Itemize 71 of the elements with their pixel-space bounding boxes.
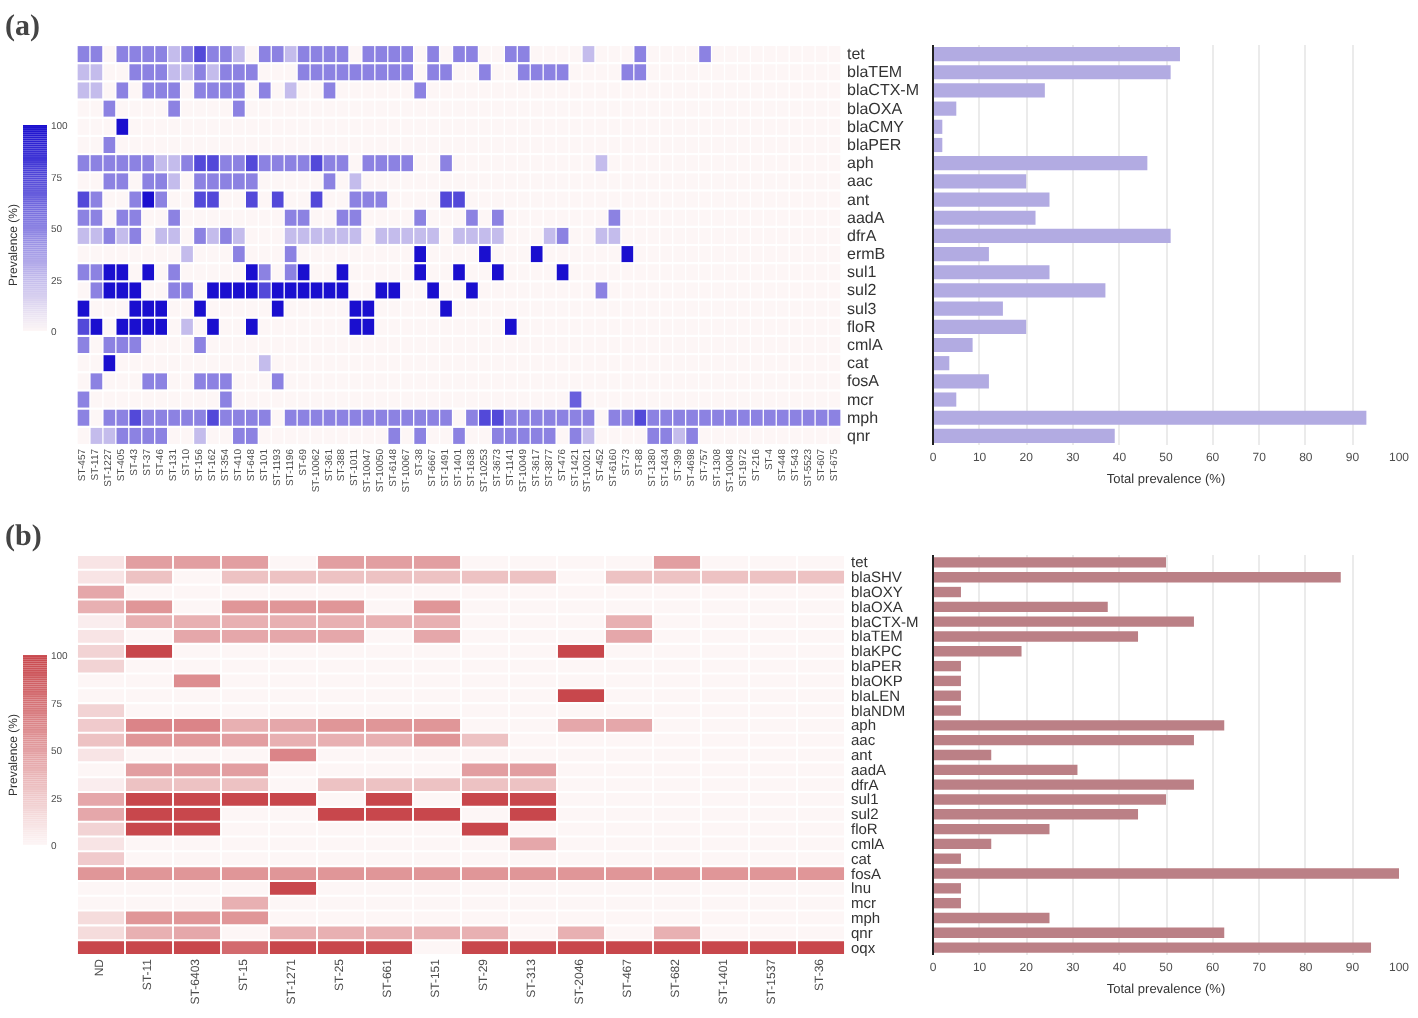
bar	[933, 301, 1003, 316]
bar	[933, 749, 992, 761]
bar	[933, 265, 1050, 280]
bar	[933, 868, 1399, 879]
bar	[933, 428, 1115, 443]
y-tick-label: mph	[847, 408, 879, 427]
bar	[933, 210, 1036, 225]
bar	[933, 853, 961, 864]
bar	[933, 83, 1045, 98]
bar	[933, 65, 1171, 80]
bar	[933, 927, 1225, 938]
bar	[933, 601, 1108, 613]
bar	[933, 319, 1027, 334]
y-tick-label: tet	[847, 45, 867, 64]
bar	[933, 838, 992, 850]
bar	[933, 283, 1106, 298]
y-tick-label: blaOXA	[847, 99, 904, 118]
bar	[933, 690, 961, 701]
bar	[933, 174, 1027, 189]
bar	[933, 779, 1194, 790]
bar	[933, 392, 957, 407]
bar	[933, 809, 1139, 820]
bar	[933, 735, 1194, 746]
bar	[933, 720, 1225, 731]
y-tick-label: sul3	[847, 299, 878, 318]
bar	[933, 156, 1148, 171]
bar	[933, 356, 950, 371]
bar	[933, 823, 1050, 835]
bar	[933, 942, 1372, 953]
chart-title: (a)	[5, 11, 40, 43]
y-tick-label: mcr	[847, 390, 875, 409]
chart-title: (b)	[5, 521, 42, 553]
y-tick-label: dfrA	[847, 226, 878, 245]
bar	[933, 705, 961, 716]
y-tick-label: sul1	[847, 263, 878, 282]
bar	[933, 764, 1078, 775]
y-tick-label: blaCMY	[847, 117, 906, 136]
y-tick-label: blaCTX-M	[847, 81, 920, 100]
bar	[933, 586, 961, 598]
y-tick-label: floR	[847, 317, 876, 336]
bar	[933, 631, 1139, 642]
y-tick-label: qnr	[847, 426, 871, 445]
y-tick-label: aac	[847, 172, 873, 191]
bar	[933, 47, 1180, 62]
bar	[933, 675, 961, 687]
y-tick-label: sul2	[847, 281, 878, 300]
y-tick-label: blaTEM	[847, 63, 903, 82]
bar	[933, 337, 973, 353]
bar	[933, 192, 1050, 207]
bar	[933, 912, 1050, 924]
y-tick-label: aph	[847, 154, 874, 173]
y-tick-label: fosA	[847, 372, 881, 391]
bar	[933, 883, 961, 894]
y-tick-label: cmlA	[847, 336, 884, 354]
bar	[933, 646, 1022, 657]
y-tick-label: blaPER	[847, 136, 902, 154]
bar	[933, 660, 961, 672]
bar	[933, 228, 1171, 243]
bar	[933, 101, 957, 116]
bar	[933, 616, 1194, 627]
bar	[933, 897, 961, 909]
bar	[933, 247, 989, 262]
bar	[933, 572, 1341, 583]
y-tick-label: cat	[847, 354, 870, 373]
bar	[933, 374, 989, 389]
y-tick-label: aadA	[847, 208, 886, 227]
bar	[933, 557, 1166, 568]
y-tick-label: ermB	[847, 245, 886, 264]
y-tick-label: ant	[847, 190, 871, 209]
bar	[933, 794, 1166, 805]
bar	[933, 410, 1367, 425]
